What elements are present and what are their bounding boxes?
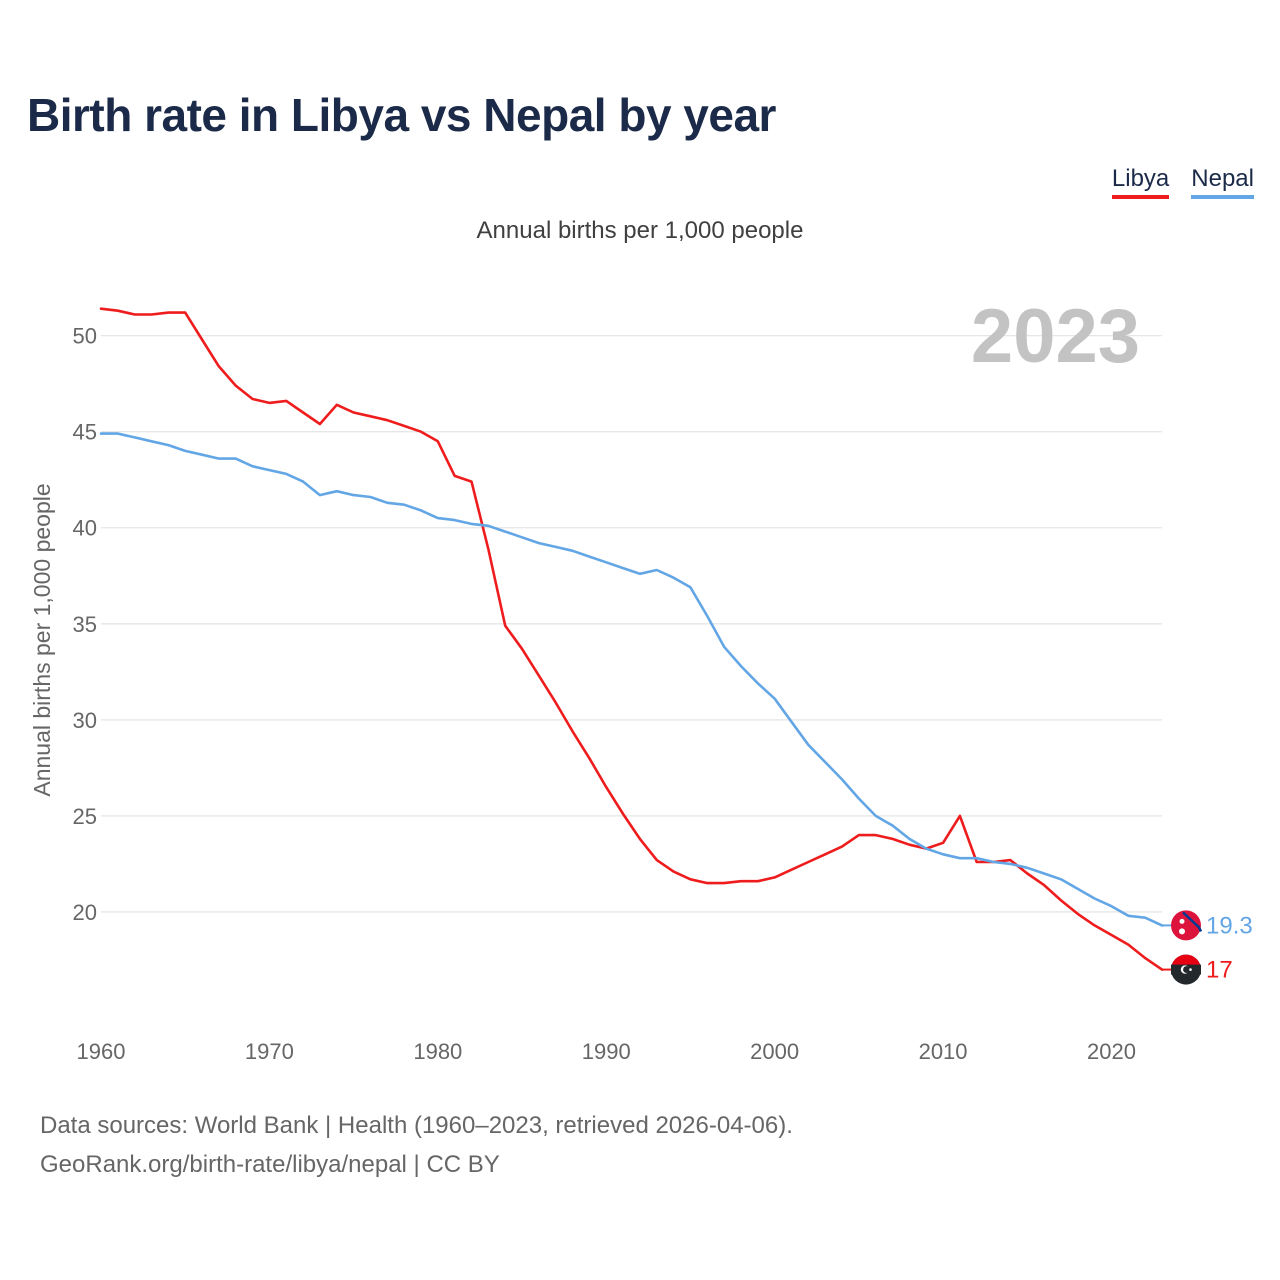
y-tick-label: 40 <box>73 516 97 541</box>
y-axis-label: Annual births per 1,000 people <box>29 483 55 796</box>
x-axis-ticks: 1960 1970 1980 1990 2000 2010 2020 <box>77 1039 1136 1064</box>
year-label: 2023 <box>971 294 1140 379</box>
y-axis-ticks: 20 25 30 35 40 45 50 <box>73 324 97 925</box>
x-tick-label: 1970 <box>245 1039 294 1064</box>
y-tick-label: 45 <box>73 420 97 445</box>
series-line-libya[interactable] <box>99 307 1164 971</box>
grid-lines <box>101 334 1162 913</box>
y-tick-label: 25 <box>73 804 97 829</box>
end-value-label-libya: 17 <box>1206 957 1233 984</box>
libya-flag-icon <box>1171 954 1201 985</box>
x-tick-label: 2000 <box>750 1039 799 1064</box>
x-tick-label: 1960 <box>77 1039 126 1064</box>
y-tick-label: 35 <box>73 612 97 637</box>
series-lines <box>99 307 1164 971</box>
legend-item-libya[interactable]: Libya <box>1111 165 1170 199</box>
footer: Data sources: World Bank | Health (1960–… <box>40 1106 793 1184</box>
legend-item-nepal[interactable]: Nepal <box>1191 165 1254 199</box>
end-markers: 17 19.3 <box>1162 910 1253 985</box>
series-line-nepal[interactable] <box>99 432 1164 927</box>
y-tick-label: 50 <box>73 324 97 349</box>
y-tick-label: 30 <box>73 708 97 733</box>
footer-link[interactable]: GeoRank.org/birth-rate/libya/nepal | CC … <box>40 1151 500 1178</box>
x-tick-label: 2010 <box>919 1039 968 1064</box>
footer-sources: Data sources: World Bank | Health (1960–… <box>40 1112 793 1139</box>
end-value-label-nepal: 19.3 <box>1206 912 1253 939</box>
x-tick-label: 1990 <box>582 1039 631 1064</box>
page-title: Birth rate in Libya vs Nepal by year <box>27 89 776 141</box>
legend: Libya Nepal <box>1111 165 1254 199</box>
nepal-flag-icon <box>1171 910 1203 941</box>
x-tick-label: 1980 <box>413 1039 462 1064</box>
chart-subtitle: Annual births per 1,000 people <box>476 217 804 244</box>
x-tick-label: 2020 <box>1087 1039 1136 1064</box>
y-tick-label: 20 <box>73 900 97 925</box>
